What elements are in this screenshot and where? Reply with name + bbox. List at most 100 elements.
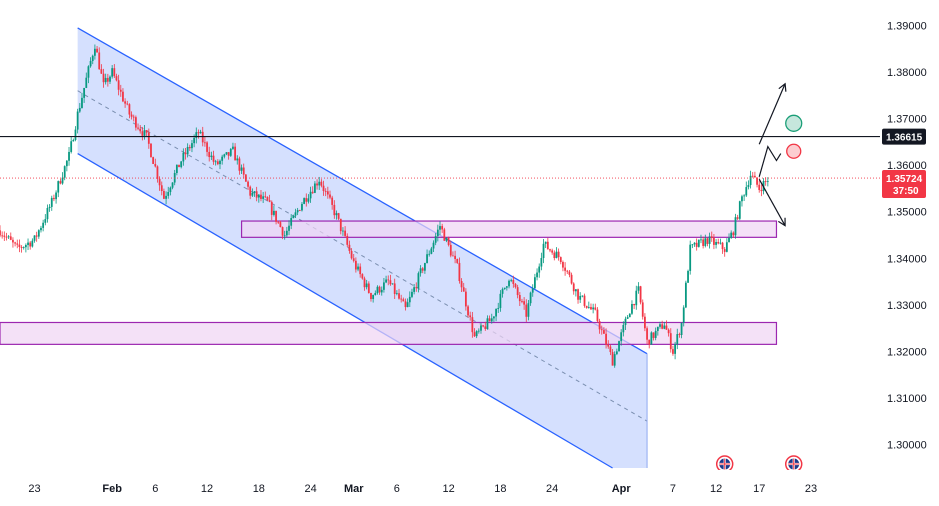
candle-body — [378, 286, 381, 293]
candle-body — [257, 194, 260, 198]
candle-body — [577, 289, 579, 300]
candle-body — [262, 196, 265, 199]
candle-body — [206, 142, 208, 152]
candle-body — [695, 242, 698, 247]
support-resistance-zone[interactable] — [240, 220, 778, 238]
candle-body — [430, 248, 433, 254]
candle-body — [620, 332, 623, 342]
candle-body — [525, 304, 528, 317]
candle-body — [566, 270, 569, 272]
price-axis-background — [880, 0, 939, 506]
level-price-tag: 1.36615 — [882, 128, 926, 145]
candle-body — [551, 250, 554, 253]
candle-body — [766, 180, 769, 182]
candle-body — [710, 236, 713, 238]
candle-body — [424, 263, 426, 271]
candle-body — [292, 215, 295, 219]
channel-upper-line[interactable] — [77, 27, 648, 355]
candle-body — [400, 298, 403, 300]
candle-body — [523, 301, 526, 305]
candle-body — [497, 307, 500, 309]
candle-body — [48, 206, 51, 209]
candle-body — [279, 222, 282, 228]
candle-body — [180, 161, 183, 168]
candle-body — [579, 295, 582, 300]
stop-marker[interactable] — [786, 143, 802, 159]
candle-body — [475, 331, 478, 337]
candle-body — [365, 283, 368, 288]
candle-body — [234, 146, 236, 161]
support-resistance-zone[interactable] — [0, 321, 778, 345]
candle-body — [426, 254, 428, 264]
candle-body — [31, 240, 34, 247]
candle-body — [247, 181, 249, 187]
y-tick-label: 1.33000 — [887, 300, 927, 312]
candle-body — [57, 181, 60, 193]
candle-body — [529, 292, 532, 304]
candle-body — [314, 183, 316, 193]
candle-body — [337, 213, 340, 219]
candle-body — [687, 270, 689, 283]
candle-body — [702, 239, 705, 246]
candle-body — [98, 52, 101, 70]
projection-zigzag[interactable] — [758, 145, 782, 177]
candle-body — [242, 167, 245, 175]
candle-body — [236, 158, 239, 161]
candle-body — [342, 230, 344, 232]
candle-body — [46, 208, 49, 220]
candle-body — [372, 295, 375, 300]
candle-body — [322, 185, 325, 191]
candle-body — [40, 227, 42, 231]
candle-body — [732, 232, 735, 236]
candle-body — [721, 242, 724, 250]
candle-body — [708, 236, 711, 244]
candle-body — [214, 161, 217, 163]
projection-arrow[interactable] — [758, 178, 786, 226]
candle-body — [346, 235, 349, 245]
candle-body — [361, 274, 364, 279]
candles-group — [0, 44, 769, 368]
channel-lower-line[interactable] — [77, 153, 613, 469]
candle-body — [626, 317, 629, 319]
candle-body — [188, 146, 191, 149]
candle-body — [439, 226, 441, 230]
candle-body — [749, 175, 752, 186]
candle-body — [421, 268, 424, 271]
candle-body — [587, 307, 590, 308]
candle-body — [376, 286, 379, 293]
candle-body — [458, 262, 461, 282]
candle-body — [680, 323, 683, 335]
candle-body — [324, 190, 327, 192]
candle-body — [216, 161, 219, 165]
candle-body — [395, 293, 398, 295]
candle-body — [717, 241, 720, 244]
uk-flag-icon[interactable] — [715, 455, 734, 473]
candle-body — [7, 236, 10, 238]
candle-body — [102, 73, 105, 83]
projection-arrow[interactable] — [758, 83, 786, 145]
candle-body — [557, 251, 560, 258]
candle-body — [178, 164, 180, 168]
candle-body — [244, 174, 247, 182]
level-tag-bg — [882, 128, 926, 145]
candle-body — [467, 306, 469, 316]
target-marker[interactable] — [785, 114, 803, 132]
candle-body — [700, 239, 702, 241]
uk-flag-icon[interactable] — [784, 455, 803, 473]
candle-body — [307, 198, 310, 202]
candle-body — [167, 192, 170, 196]
candle-body — [253, 191, 256, 193]
candle-body — [682, 307, 685, 324]
candle-body — [674, 344, 676, 354]
candle-body — [352, 258, 355, 261]
candle-body — [335, 213, 338, 216]
candle-body — [147, 132, 150, 144]
candle-body — [309, 191, 312, 199]
candle-body — [9, 236, 12, 240]
candle-body — [316, 183, 318, 186]
candle-body — [728, 237, 730, 243]
y-tick-label: 1.37000 — [887, 114, 927, 126]
